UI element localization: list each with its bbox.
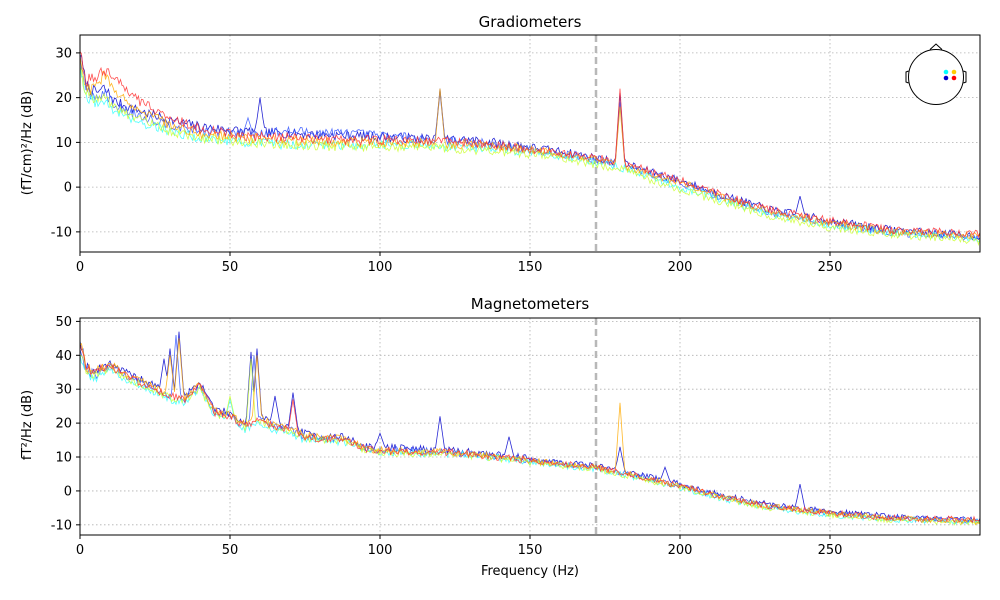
gradiometers-ytick-label: 10 (55, 136, 72, 151)
magnetometers-xtick-label: 250 (818, 543, 843, 558)
gradiometers-xtick-label: 0 (76, 260, 84, 275)
gradiometers-psd-trace-4 (79, 56, 981, 240)
magnetometers-psd-trace-3 (79, 354, 981, 526)
sensor-layout-inset (905, 43, 967, 105)
gradiometers-xtick-label: 100 (368, 260, 393, 275)
head-left-ear-icon (905, 70, 909, 84)
magnetometers-series (79, 331, 981, 526)
gradiometers-xtick-label: 50 (222, 260, 239, 275)
gradiometers-ticks: 0 50 100 150 200 250 -10 0 10 20 30 (51, 46, 843, 275)
gradiometers-xtick-label: 200 (668, 260, 693, 275)
magnetometers-ytick-label: 0 (64, 484, 72, 499)
gradiometers-ytick-label: 30 (55, 46, 72, 61)
magnetometers-xtick-label: 50 (222, 543, 239, 558)
magnetometers-ytick-label: 30 (55, 383, 72, 398)
magnetometers-title: Magnetometers (471, 295, 590, 313)
magnetometers-xtick-label: 0 (76, 543, 84, 558)
sensor-dot-yellow (951, 69, 957, 75)
gradiometers-ylabel: (fT/cm)²/Hz (dB) (20, 91, 35, 196)
gradiometers-panel: Gradiometers (fT/cm)²/Hz (dB) 0 50 100 150 2… (20, 13, 981, 275)
gradiometers-title: Gradiometers (479, 13, 582, 31)
head-right-ear-icon (963, 70, 967, 84)
magnetometers-xlabel: Frequency (Hz) (481, 564, 579, 579)
magnetometers-panel: Magnetometers fT²/Hz (dB) Frequency (Hz)… (20, 295, 981, 579)
gradiometers-ytick-label: 20 (55, 91, 72, 106)
magnetometers-psd-trace-5 (79, 344, 981, 524)
sensor-dot-cyan (943, 69, 949, 75)
gradiometers-axes-frame (79, 34, 981, 253)
magnetometers-xtick-label: 150 (518, 543, 543, 558)
magnetometers-ytick-label: 20 (55, 417, 72, 432)
head-nose-icon (929, 43, 943, 50)
magnetometers-xtick-label: 100 (368, 543, 393, 558)
magnetometers-psd-trace-1 (79, 334, 981, 525)
gradiometers-psd-trace-5 (79, 51, 981, 239)
magnetometers-ytick-label: 50 (55, 315, 72, 330)
sensor-dot-red (951, 75, 957, 81)
sensor-dot-blue (943, 75, 949, 81)
head-outline (908, 49, 964, 105)
gradiometers-xtick-label: 150 (518, 260, 543, 275)
magnetometers-xtick-label: 200 (668, 543, 693, 558)
magnetometers-ticks: 0 50 100 150 200 250 -10 0 10 20 30 40 50 (51, 315, 843, 558)
magnetometers-ytick-label: 10 (55, 451, 72, 466)
gradiometers-ytick-label: -10 (51, 225, 72, 240)
gradiometers-xtick-label: 250 (818, 260, 843, 275)
magnetometers-axes-frame (79, 317, 981, 536)
gradiometers-ytick-label: 0 (64, 181, 72, 196)
magnetometers-ytick-label: -10 (51, 518, 72, 533)
magnetometers-ylabel: fT²/Hz (dB) (20, 390, 35, 460)
gradiometers-series (79, 51, 981, 247)
magnetometers-ytick-label: 40 (55, 349, 72, 364)
